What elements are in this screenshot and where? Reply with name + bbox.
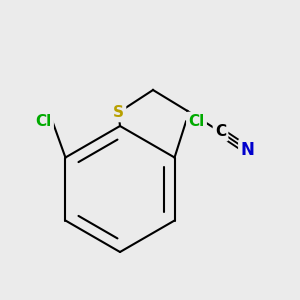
Text: C: C [215, 124, 226, 140]
Text: N: N [241, 141, 254, 159]
Text: Cl: Cl [35, 114, 52, 129]
Text: Cl: Cl [188, 114, 205, 129]
Text: S: S [113, 105, 124, 120]
